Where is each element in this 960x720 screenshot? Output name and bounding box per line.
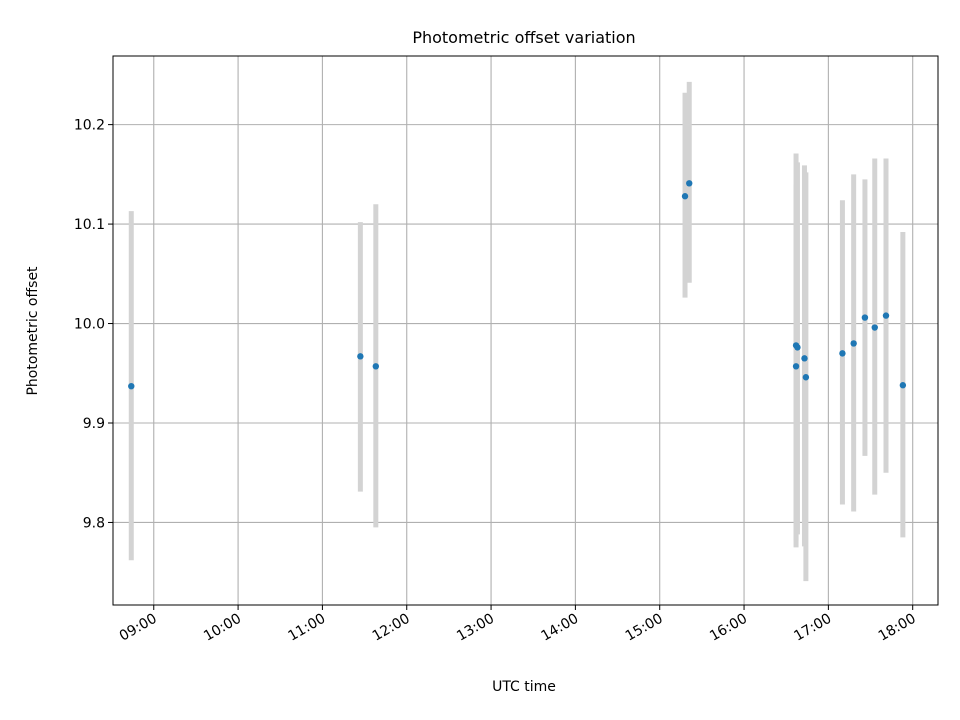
data-point: [850, 340, 857, 347]
y-tick-label: 9.9: [83, 416, 105, 432]
y-axis-label: Photometric offset: [25, 266, 41, 396]
y-tick-label: 10.0: [74, 317, 105, 333]
data-point: [792, 363, 800, 370]
data-point: [681, 193, 689, 200]
y-tick-label: 10.1: [74, 217, 105, 233]
data-point: [801, 355, 808, 362]
y-tick-label: 9.8: [83, 515, 105, 531]
data-point: [882, 312, 890, 319]
x-axis-label: UTC time: [492, 679, 556, 695]
chart-title: Photometric offset variation: [412, 28, 635, 47]
y-tick-label: 10.2: [74, 118, 105, 134]
data-point: [899, 382, 907, 389]
data-point: [794, 344, 801, 351]
data-points: [128, 180, 907, 390]
data-point: [802, 374, 810, 381]
data-point: [871, 324, 878, 331]
y-axis-ticks: 9.8 9.9 10.0 10.1 10.2: [74, 118, 113, 531]
data-point: [357, 353, 364, 360]
data-point: [128, 382, 135, 390]
data-point: [861, 314, 869, 321]
grid-lines: [113, 56, 938, 605]
plot-area-frame: [112, 55, 939, 606]
data-point: [372, 363, 380, 370]
data-point: [686, 180, 693, 187]
data-point: [839, 350, 846, 357]
